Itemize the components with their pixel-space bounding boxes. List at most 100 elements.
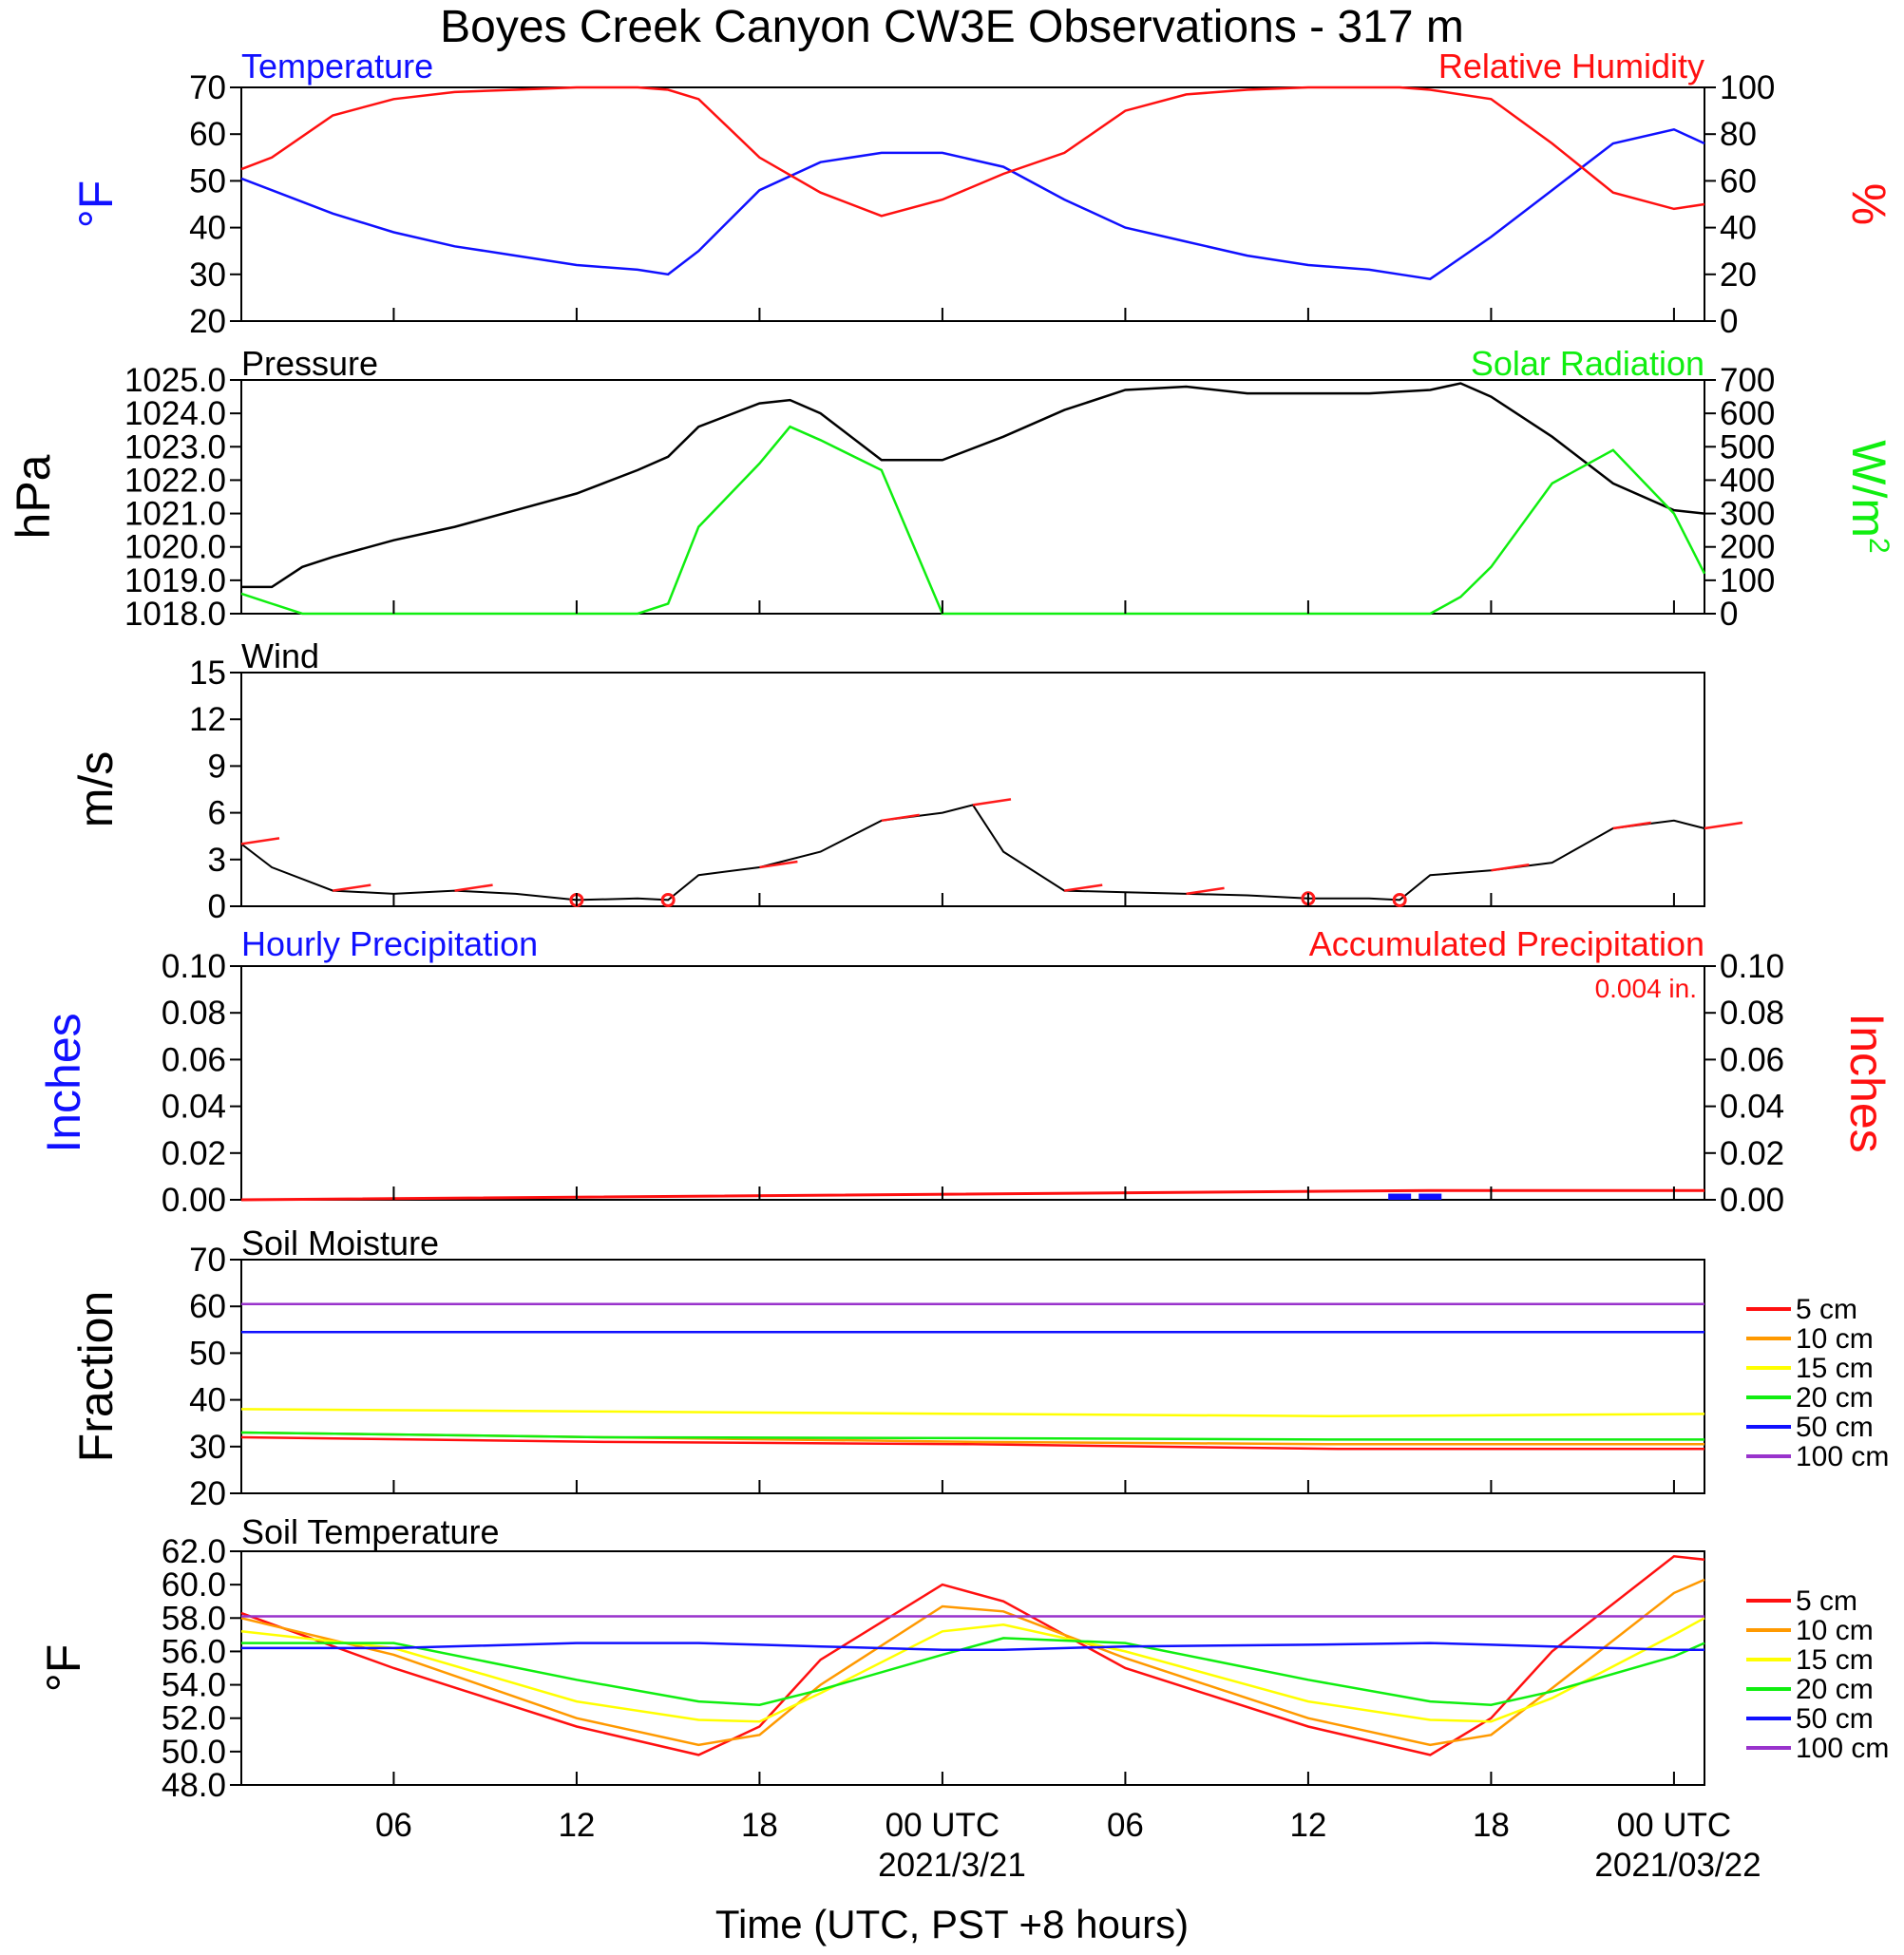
accum-precip-title: Accumulated Precipitation [1309,924,1704,963]
temp-left-ticks: 70 60 50 40 30 20 [189,69,241,340]
depth-series-line [241,1642,1704,1651]
y-tick-label: 9 [208,748,226,785]
legend-label: 5 cm [1796,1585,1857,1617]
calm-wind-marker [660,892,676,907]
wind-barb [759,860,798,869]
x-tick-label: 18 [741,1807,778,1844]
y-tick-label: 12 [189,701,226,738]
y-tick-label: 600 [1720,395,1775,432]
wind-barb [333,883,371,892]
pressure-panel-frame [240,379,1705,615]
hourly-precip-title: Hourly Precipitation [241,924,538,963]
y-tick-label: 300 [1720,496,1775,533]
precip-panel-frame [240,965,1705,1201]
y-tick-label: 40 [189,210,226,247]
y-tick-label: 30 [189,256,226,294]
y-tick-label: 70 [189,1242,226,1279]
soil-temperature-panel: Soil Temperature 62.060.058.056.054.052.… [37,1512,1889,1804]
calm-wind-marker [1392,892,1407,907]
x-tick-label: 18 [1473,1807,1510,1844]
x-tick-label: 06 [1107,1807,1144,1844]
legend-label: 15 cm [1796,1644,1874,1676]
legend-label: 50 cm [1796,1412,1874,1443]
humidity-right-ticks: 100 80 60 40 20 0 [1704,69,1775,340]
soil-moisture-panel: Soil Moisture 70 60 50 40 30 20 Fraction 5 cm… [69,1224,1889,1512]
legend-label: 20 cm [1796,1382,1874,1414]
y-tick-label: 52.0 [162,1700,226,1737]
y-tick-label: 0.06 [162,1041,226,1078]
pressure-ylabel: hPa [7,454,60,539]
y-tick-label: 0 [208,888,226,925]
y-tick-label: 48.0 [162,1767,226,1804]
legend-label: 100 cm [1796,1441,1889,1472]
y-tick-label: 20 [1720,256,1757,294]
y-tick-label: 100 [1720,562,1775,599]
legend-label: 15 cm [1796,1353,1874,1384]
y-tick-label: 15 [189,655,226,692]
y-tick-label: 58.0 [162,1600,226,1637]
y-tick-label: 0.10 [162,948,226,985]
x-axis-tick-labels: 06 12 18 00 UTC 06 12 18 00 UTC [375,308,1731,1844]
precip-left-ticks: 0.10 0.08 0.06 0.04 0.02 0.00 [162,948,241,1219]
legend-label: 5 cm [1796,1294,1857,1325]
y-tick-label: 1023.0 [124,428,226,465]
precip-right-ticks: 0.10 0.08 0.06 0.04 0.02 0.00 [1704,948,1784,1219]
x-tick-label: 00 UTC [1617,1807,1732,1844]
y-tick-label: 1025.0 [124,362,226,399]
legend-label: 50 cm [1796,1703,1874,1735]
y-tick-label: 0.04 [1720,1089,1784,1126]
soil-temp-title: Soil Temperature [241,1512,499,1551]
wind-barb [972,798,1012,807]
legend-label: 10 cm [1796,1615,1874,1646]
pressure-solar-panel: Pressure Solar Radiation 1025.01024.0102… [7,344,1895,633]
accum-precip-total: 0.004 in. [1595,974,1697,1003]
legend-label: 10 cm [1796,1323,1874,1355]
y-tick-label: 3 [208,842,226,879]
y-tick-label: 500 [1720,428,1775,465]
soil-temp-series [240,1555,1705,1756]
legend-label: 100 cm [1796,1733,1889,1764]
y-tick-label: 1020.0 [124,529,226,566]
y-tick-label: 60 [189,116,226,153]
depth-series-line [240,1435,1704,1451]
y-tick-label: 50.0 [162,1734,226,1771]
wind-ylabel: m/s [69,751,123,828]
y-tick-label: 0.10 [1720,948,1784,985]
humidity-title: Relative Humidity [1438,47,1704,85]
solar-ylabel-text: W/m [1842,440,1895,538]
accum-precip-ylabel: Inches [1840,1013,1894,1152]
y-tick-label: 6 [208,795,226,832]
date-label-1: 2021/3/21 [878,1847,1026,1884]
y-tick-label: 0.00 [162,1182,226,1219]
soil-temp-panel-frame [240,1550,1705,1786]
y-tick-label: 40 [1720,210,1757,247]
wind-barb [240,837,280,845]
y-tick-label: 30 [189,1429,226,1466]
soil-moisture-ylabel: Fraction [69,1291,123,1463]
wind-barb [881,813,920,823]
y-tick-label: 0.04 [162,1089,226,1126]
soil-temp-ylabel: °F [37,1644,90,1693]
hourly-precip-bar [1388,1193,1412,1200]
temperature-humidity-panel: Temperature Relative Humidity 70 60 50 40 30… [69,47,1895,340]
y-tick-label: 1019.0 [124,562,226,599]
x-tick-label: 12 [558,1807,595,1844]
x-tick-label: 00 UTC [885,1807,1000,1844]
soil-moisture-panel-frame [240,1259,1705,1494]
legend-label: 20 cm [1796,1674,1874,1705]
accum-precip-line [240,1188,1704,1202]
y-tick-label: 400 [1720,462,1775,499]
x-axis-label: Time (UTC, PST +8 hours) [715,1902,1189,1946]
precipitation-panel: Hourly Precipitation Accumulated Precipi… [37,924,1894,1219]
depth-series-line [240,1555,1705,1756]
wind-title: Wind [241,636,319,675]
y-tick-label: 40 [189,1382,226,1419]
y-tick-label: 700 [1720,362,1775,399]
solar-ylabel: W/m2 [1842,440,1895,553]
y-tick-label: 200 [1720,529,1775,566]
wind-panel: Wind 15 12 9 6 3 0 m/s [69,636,1743,925]
y-tick-label: 0.08 [162,995,226,1032]
depth-series-line [240,1408,1705,1418]
